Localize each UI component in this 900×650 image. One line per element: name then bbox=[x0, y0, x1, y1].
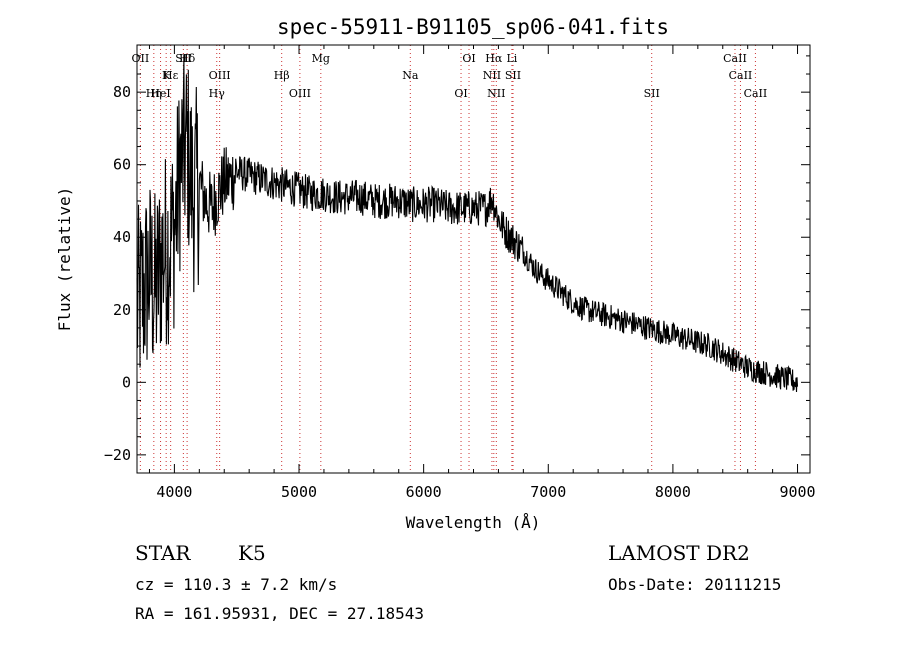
y-axis: −20 0 20 40 60 80 bbox=[104, 55, 810, 464]
spectral-line-markers bbox=[139, 45, 756, 473]
x-tick-label: 6000 bbox=[406, 483, 442, 501]
spectral-line-label: Hε bbox=[163, 69, 179, 82]
spectral-line-label: OIII bbox=[209, 69, 231, 82]
object-class: STAR bbox=[135, 541, 191, 565]
spectral-line-label: CaII bbox=[744, 87, 768, 100]
spectral-line-label: OI bbox=[454, 87, 467, 100]
spectral-line-label: CaII bbox=[729, 69, 753, 82]
y-tick-label: 80 bbox=[113, 83, 131, 101]
survey-name: LAMOST DR2 bbox=[608, 541, 750, 565]
spectral-line-label: OI bbox=[462, 52, 475, 65]
spectral-line-label: Mg bbox=[312, 52, 330, 65]
y-tick-label: −20 bbox=[104, 446, 131, 464]
spectrum-line bbox=[136, 54, 799, 393]
spectral-line-label: Hγ bbox=[209, 87, 226, 100]
spectral-line-label: Hδ bbox=[179, 52, 196, 65]
spectral-line-label: SII bbox=[644, 87, 660, 100]
ra-dec-coords: RA = 161.95931, DEC = 27.18543 bbox=[135, 604, 424, 623]
object-subclass: K5 bbox=[238, 541, 266, 565]
spectral-line-label: HeI bbox=[150, 87, 170, 100]
spectral-line-label: CaII bbox=[723, 52, 747, 65]
spectral-line-label: SII bbox=[505, 69, 521, 82]
spectral-line-label: Li bbox=[506, 52, 517, 65]
y-tick-label: 20 bbox=[113, 301, 131, 319]
obs-date: Obs-Date: 20111215 bbox=[608, 575, 782, 594]
spectral-line-label: SII bbox=[175, 52, 191, 65]
spectral-line-label: Na bbox=[402, 69, 419, 82]
x-axis: 4000 5000 6000 7000 8000 9000 bbox=[148, 45, 816, 501]
x-tick-label: 5000 bbox=[281, 483, 317, 501]
plot-frame bbox=[136, 44, 811, 474]
spectral-line-label: Hα bbox=[485, 52, 503, 65]
x-tick-label: 7000 bbox=[530, 483, 566, 501]
spectral-line-label: NII bbox=[483, 69, 501, 82]
x-tick-label: 8000 bbox=[655, 483, 691, 501]
spectral-line-label: Hβ bbox=[274, 69, 290, 82]
spectral-line-label: OIII bbox=[289, 87, 311, 100]
x-tick-label: 4000 bbox=[156, 483, 192, 501]
redshift-cz: cz = 110.3 ± 7.2 km/s bbox=[135, 575, 338, 594]
y-tick-label: 0 bbox=[122, 373, 131, 391]
spectral-line-label: NII bbox=[487, 87, 505, 100]
y-tick-label: 60 bbox=[113, 156, 131, 174]
spectral-line-label: Hη bbox=[146, 87, 162, 100]
y-axis-label: Flux (relative) bbox=[55, 187, 74, 332]
spectral-line-label: OII bbox=[132, 52, 150, 65]
spectral-line-label: K bbox=[162, 69, 171, 82]
chart-title: spec-55911-B91105_sp06-041.fits bbox=[277, 15, 669, 39]
x-tick-label: 9000 bbox=[779, 483, 815, 501]
y-tick-label: 40 bbox=[113, 228, 131, 246]
x-axis-label: Wavelength (Å) bbox=[406, 513, 541, 532]
